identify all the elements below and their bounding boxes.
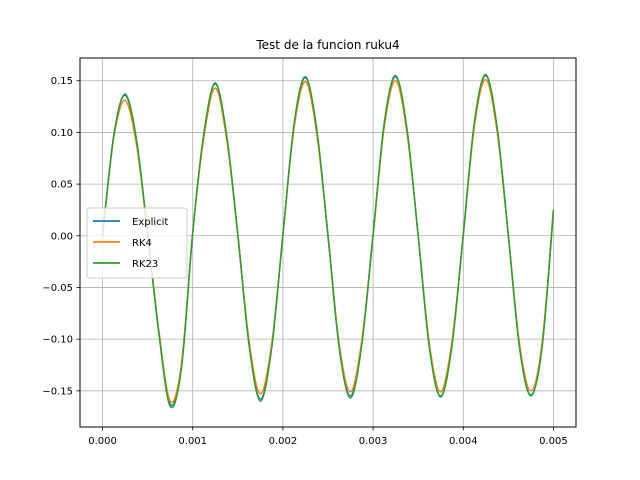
x-axis: 0.000 0.001 0.002 0.003 0.004 0.005 [88,427,568,447]
y-tick-label: −0.10 [42,335,73,346]
x-tick-label: 0.000 [88,436,117,447]
chart-title: Test de la funcion ruku4 [255,38,399,52]
legend-box [86,207,188,279]
y-tick-label: −0.05 [42,283,73,294]
y-tick-label: 0.00 [51,231,73,242]
axes-frame [79,57,577,428]
y-tick-label: 0.15 [51,76,73,87]
legend: Explicit RK4 RK23 [86,207,188,279]
y-tick-label: 0.05 [51,180,73,191]
legend-label-rk4: RK4 [132,238,152,249]
legend-label-explicit: Explicit [132,217,168,228]
y-tick-label: −0.15 [42,386,73,397]
x-tick-label: 0.002 [269,436,298,447]
x-tick-label: 0.001 [178,436,207,447]
y-tick-label: 0.10 [51,128,73,139]
x-tick-label: 0.005 [539,436,568,447]
x-tick-label: 0.003 [359,436,388,447]
plot-area [101,73,555,409]
series-line-rk23 [101,73,555,409]
x-tick-label: 0.004 [449,436,478,447]
y-axis: −0.15 −0.10 −0.05 0.00 0.05 0.10 0.15 [42,76,80,397]
legend-label-rk23: RK23 [132,259,158,270]
